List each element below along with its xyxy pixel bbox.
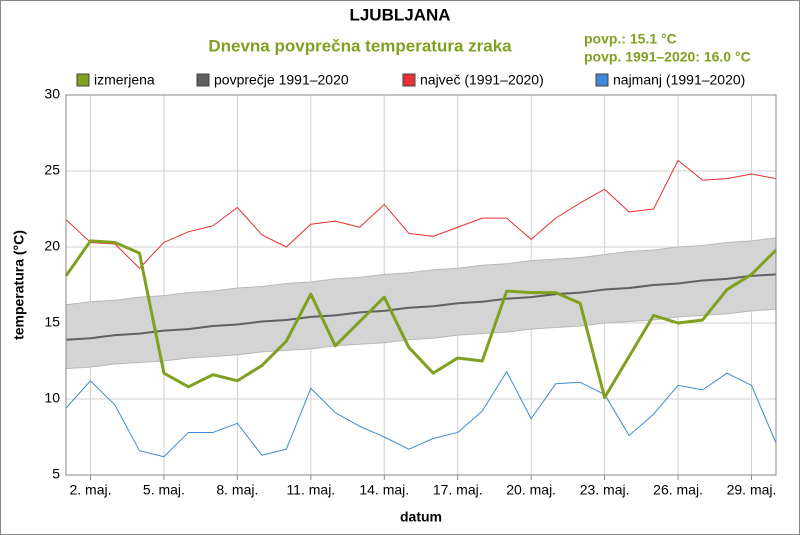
legend-swatch — [76, 73, 90, 87]
legend-swatch — [595, 73, 609, 87]
series-line — [65, 371, 777, 458]
x-axis-label: datum — [400, 509, 442, 525]
x-tick-label: 23. maj. — [580, 482, 630, 498]
y-tick-label: 20 — [44, 238, 60, 254]
y-tick-label: 30 — [44, 86, 60, 102]
x-tick-label: 2. maj. — [69, 482, 111, 498]
y-tick-label: 10 — [44, 390, 60, 406]
x-tick-label: 8. maj. — [216, 482, 258, 498]
series-line — [64, 239, 778, 399]
series-line — [65, 159, 777, 269]
x-tick-label: 11. maj. — [286, 482, 335, 498]
legend-label: najmanj (1991–2020) — [613, 72, 745, 88]
x-tick-label: 29. maj. — [727, 482, 777, 498]
x-tick-label: 5. maj. — [143, 482, 185, 498]
x-tick-label: 20. maj. — [506, 482, 556, 498]
y-axis-label: temperatura (°C) — [11, 230, 27, 340]
legend-label: največ (1991–2020) — [420, 72, 544, 88]
legend-swatch — [402, 73, 416, 87]
legend-label: povprečje 1991–2020 — [214, 72, 349, 88]
x-tick-label: 14. maj. — [359, 482, 409, 498]
x-tick-label: 26. maj. — [653, 482, 703, 498]
series-line — [65, 273, 777, 341]
y-tick-label: 5 — [52, 466, 60, 482]
annotation: povp.: 15.1 °C — [584, 31, 677, 47]
legend-swatch — [196, 73, 210, 87]
legend-label: izmerjena — [94, 72, 155, 88]
chart-subtitle: Dnevna povprečna temperatura zraka — [208, 36, 512, 55]
plot-border — [65, 94, 777, 476]
annotation: povp. 1991–2020: 16.0 °C — [584, 49, 751, 65]
y-tick-label: 25 — [44, 162, 60, 178]
y-tick-label: 15 — [44, 314, 60, 330]
x-tick-label: 17. maj. — [433, 482, 483, 498]
chart-title: LJUBLJANA — [349, 5, 450, 24]
